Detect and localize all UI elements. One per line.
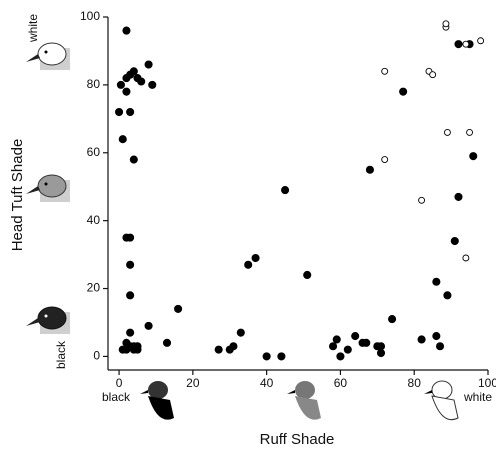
point (336, 352, 345, 361)
point (343, 345, 352, 354)
point (450, 236, 459, 246)
y-tick-label: 60 (87, 145, 101, 159)
point (126, 328, 135, 337)
point (115, 107, 124, 117)
point (443, 128, 451, 136)
point (118, 135, 127, 144)
y-tick-label: 40 (87, 213, 101, 227)
y-tick-label: 100 (80, 9, 100, 23)
x-tick-label: 60 (334, 376, 348, 390)
x-tick-label: 40 (260, 376, 274, 390)
y-tick-label: 0 (93, 349, 100, 363)
point (381, 156, 389, 164)
point (214, 345, 223, 354)
point (432, 277, 441, 286)
point (133, 345, 142, 354)
point (281, 186, 290, 195)
point (126, 260, 135, 269)
point (469, 152, 478, 161)
point (244, 260, 253, 269)
y-high-label: white (26, 14, 40, 43)
y-axis-label: Head Tuft Shade (9, 139, 26, 252)
point (328, 342, 338, 351)
x-low-label: black (102, 390, 131, 404)
x-tick-label: 100 (478, 376, 496, 390)
point (116, 80, 125, 89)
point (303, 270, 312, 280)
point (376, 342, 386, 351)
point (129, 155, 138, 164)
point (362, 338, 371, 347)
point (332, 335, 341, 344)
point (462, 254, 470, 262)
point (251, 253, 260, 263)
point (122, 345, 131, 354)
y-tick-label: 20 (87, 281, 101, 295)
bird-icons (26, 42, 459, 421)
point (417, 335, 426, 344)
point (351, 332, 360, 341)
point (388, 315, 397, 324)
point (122, 26, 131, 35)
point (137, 77, 146, 86)
point (381, 67, 389, 75)
y-tick-label: 80 (87, 77, 101, 91)
point (126, 291, 135, 300)
point (443, 291, 452, 300)
x-tick-label: 80 (408, 376, 422, 390)
y-low-label: black (54, 340, 68, 369)
point (365, 165, 374, 174)
point (126, 107, 135, 117)
point (174, 304, 183, 313)
point (144, 321, 153, 330)
point (262, 352, 271, 361)
point (462, 40, 470, 48)
point (418, 196, 426, 204)
point (376, 348, 386, 358)
point (162, 338, 172, 347)
point (122, 87, 131, 96)
point (454, 40, 463, 49)
point (477, 37, 485, 45)
point (429, 71, 437, 79)
point (466, 128, 474, 136)
point (148, 80, 157, 89)
point (126, 233, 135, 242)
point (144, 60, 153, 69)
point (277, 352, 286, 361)
x-tick-label: 20 (186, 376, 200, 390)
point (432, 332, 441, 341)
x-high-label: white (463, 390, 492, 404)
point (129, 67, 138, 76)
x-tick-label: 0 (116, 376, 123, 390)
point (454, 192, 463, 201)
point (442, 20, 450, 28)
x-axis-label: Ruff Shade (260, 431, 335, 448)
point (399, 87, 408, 96)
point (435, 342, 445, 351)
point (229, 342, 238, 351)
point (236, 328, 245, 337)
